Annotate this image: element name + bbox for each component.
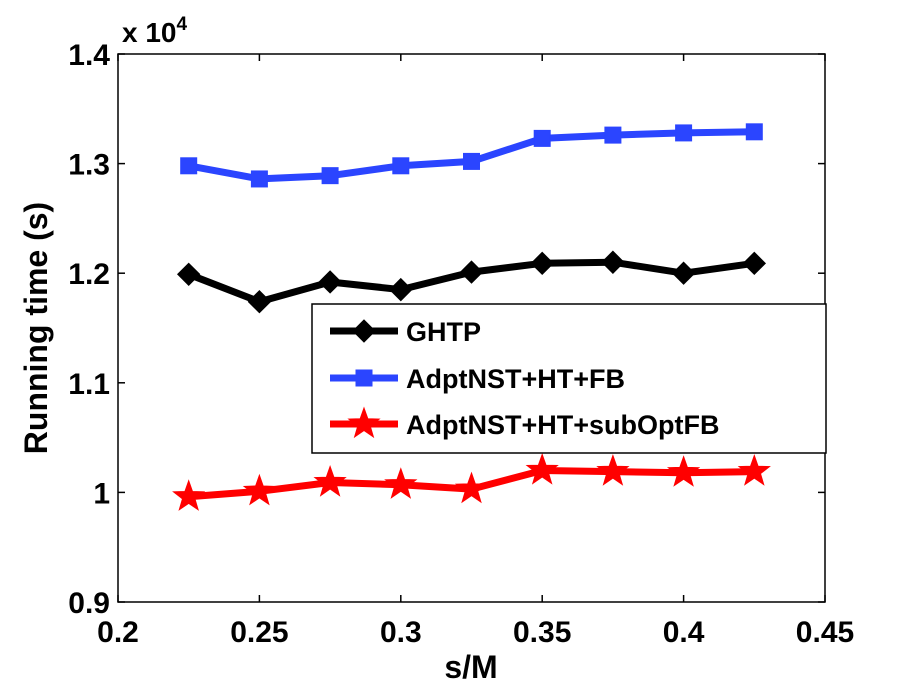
data-point — [525, 453, 559, 485]
y-tick-label: 1.3 — [68, 149, 110, 182]
x-tick-label: 0.4 — [663, 616, 705, 649]
legend-items: GHTP AdptNST+HT+FB AdptNST+HT+subOptFB — [330, 317, 719, 440]
x-tick-label: 0.2 — [97, 616, 139, 649]
data-point — [454, 471, 489, 504]
data-point — [533, 129, 551, 147]
data-point — [247, 289, 272, 314]
legend: GHTP AdptNST+HT+FB AdptNST+HT+subOptFB — [311, 303, 827, 454]
x-tick-label: 0.3 — [380, 616, 422, 649]
legend-label: GHTP — [406, 317, 481, 347]
data-point — [176, 262, 201, 287]
data-point — [463, 152, 480, 170]
data-point — [392, 157, 410, 175]
data-point — [321, 167, 339, 185]
legend-swatch-marker — [347, 406, 381, 439]
data-point — [671, 261, 696, 285]
y-axis-label: Running time (s) — [18, 202, 54, 454]
data-point — [530, 251, 554, 276]
x-axis-ticks: 0.2 0.25 0.3 0.35 0.4 0.45 — [97, 54, 854, 649]
data-point — [742, 251, 767, 276]
legend-item: AdptNST+HT+FB — [330, 364, 625, 394]
data-point — [172, 479, 206, 511]
data-point — [675, 124, 693, 142]
series-0 — [176, 250, 767, 314]
y-multiplier-exponent: 4 — [177, 14, 188, 35]
data-point — [313, 464, 347, 497]
legend-swatch-marker — [352, 319, 376, 343]
legend-item: GHTP — [330, 317, 481, 347]
x-tick-label: 0.35 — [513, 616, 571, 649]
data-point — [596, 454, 630, 486]
x-tick-label: 0.25 — [230, 616, 288, 649]
series-1 — [180, 123, 763, 188]
y-multiplier-base: x 10 — [122, 17, 177, 48]
legend-item: AdptNST+HT+subOptFB — [330, 406, 719, 440]
y-tick-label: 1 — [93, 477, 110, 510]
data-point — [737, 454, 771, 486]
x-tick-label: 0.45 — [796, 616, 854, 649]
y-tick-label: 0.9 — [68, 587, 110, 620]
data-point — [242, 473, 277, 506]
data-point — [601, 250, 625, 274]
data-point — [389, 277, 413, 302]
series-layer — [172, 123, 771, 511]
data-point — [666, 455, 701, 487]
legend-swatch-marker — [355, 369, 373, 387]
x-axis-label: s/M — [444, 649, 497, 685]
data-point — [745, 123, 763, 141]
data-point — [318, 270, 342, 294]
y-tick-label: 1.1 — [68, 368, 110, 401]
data-point — [384, 467, 418, 499]
data-point — [180, 157, 198, 175]
y-axis-multiplier: x 104 — [122, 14, 188, 48]
series-2 — [172, 453, 771, 511]
data-point — [459, 260, 484, 284]
legend-label: AdptNST+HT+FB — [406, 364, 625, 394]
y-tick-label: 1.2 — [68, 258, 110, 291]
data-point — [604, 126, 622, 144]
y-axis-ticks: 0.9 1 1.1 1.2 1.3 1.4 — [68, 39, 825, 620]
legend-label: AdptNST+HT+subOptFB — [406, 410, 719, 440]
y-tick-label: 1.4 — [68, 39, 110, 72]
data-point — [250, 170, 268, 188]
